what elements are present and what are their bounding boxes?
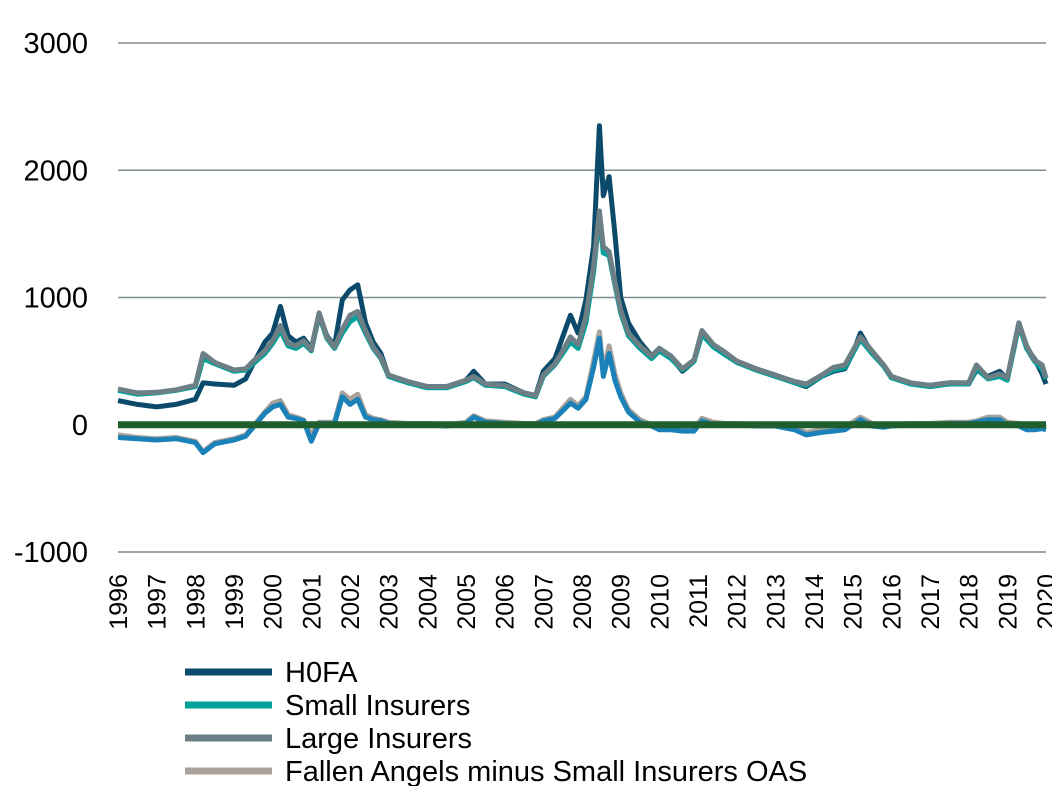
x-tick-label: 2015 [840, 574, 868, 630]
y-tick-label: 1000 [23, 283, 88, 315]
x-tick-label: 2018 [956, 574, 984, 630]
legend-label: Fallen Angels minus Small Insurers OAS [285, 756, 807, 786]
x-tick-label: 2017 [917, 574, 945, 630]
x-tick-label: 2000 [260, 574, 288, 630]
x-tick-label: 1996 [105, 574, 133, 630]
x-tick-label: 2011 [685, 574, 713, 628]
x-tick-label: 1999 [221, 574, 249, 630]
series-line-0 [117, 123, 1049, 410]
x-tick-label: 2020 [1033, 574, 1052, 630]
series-line-2 [117, 208, 1049, 398]
legend-label: H0FA [285, 657, 358, 689]
series-line-3 [117, 329, 1047, 454]
x-tick-label: 2007 [530, 574, 558, 630]
x-tick-label: 2012 [724, 574, 752, 630]
x-tick-label: 2019 [994, 574, 1022, 630]
x-tick-label: 2006 [492, 574, 520, 630]
y-tick-label: 2000 [23, 155, 88, 187]
x-tick-label: 2010 [646, 574, 674, 630]
y-tick-label: 0 [72, 410, 88, 442]
series-lines [117, 123, 1049, 456]
y-axis-ticks: 3000 2000 1000 0 -1000 [14, 28, 88, 569]
x-tick-label: 2003 [376, 574, 404, 630]
x-tick-label: 2002 [337, 574, 365, 630]
legend-label: Large Insurers [285, 723, 472, 755]
x-tick-label: 2004 [414, 574, 442, 630]
x-tick-label: 2001 [298, 574, 326, 630]
x-axis-ticks: 1996 1997 1998 1999 2000 2001 2002 2003 2004 2005… [105, 574, 1052, 630]
x-tick-label: 2014 [801, 574, 829, 630]
x-tick-label: 2016 [878, 574, 906, 630]
x-tick-label: 2008 [569, 574, 597, 630]
x-tick-label: 1997 [144, 574, 172, 630]
x-tick-label: 2013 [762, 574, 790, 630]
x-tick-label: 2005 [453, 574, 481, 630]
y-tick-label: -1000 [14, 537, 88, 569]
gridlines [118, 42, 1046, 553]
x-tick-label: 2009 [608, 574, 636, 630]
x-tick-label: 1998 [182, 574, 210, 630]
y-tick-label: 3000 [23, 28, 88, 60]
legend-label: Small Insurers [285, 690, 470, 722]
